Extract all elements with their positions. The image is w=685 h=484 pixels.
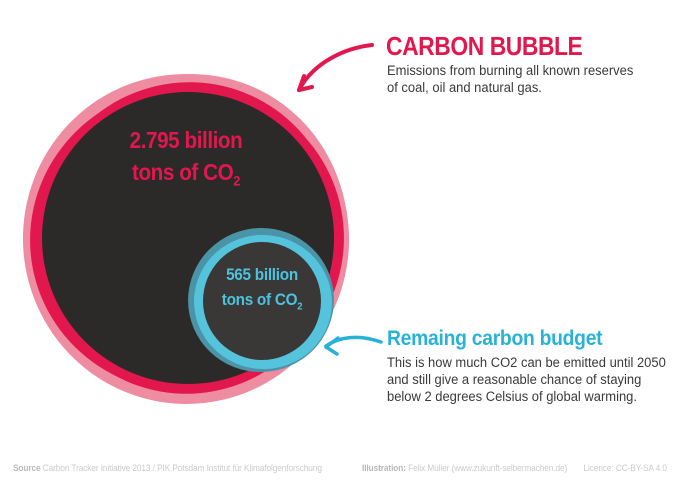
small-bubble-unit: tons of CO2 (181, 287, 343, 312)
small-bubble-unit-text: tons of CO (221, 290, 298, 309)
title-description-line2: of coal, oil and natural gas. (387, 80, 542, 95)
footer-source: Source Carbon Tracker Initiative 2013 / … (13, 463, 322, 473)
small-bubble-value: 565 billion (226, 265, 298, 284)
source-text: Carbon Tracker Initiative 2013 / PIK Pot… (42, 463, 322, 473)
illustration-label: Illustration: (362, 463, 406, 473)
footer-illustration: Illustration: Felix Müller (www.zukunft-… (362, 463, 667, 473)
large-bubble-shape (22, 74, 350, 404)
large-bubble-unit-text: tons of CO (132, 159, 234, 185)
budget-description: This is how much CO2 can be emitted unti… (387, 354, 666, 405)
large-bubble-subscript: 2 (233, 173, 240, 190)
budget-title: Remaing carbon budget (387, 327, 603, 350)
budget-description-line1: This is how much CO2 can be emitted unti… (387, 355, 666, 370)
budget-description-line2: and still give a reasonable chance of st… (387, 372, 642, 387)
large-bubble-label: 2.795 billion tons of CO2 (60, 124, 312, 190)
source-label: Source (13, 463, 41, 473)
title-description: Emissions from burning all known reserve… (387, 62, 633, 96)
title-description-line1: Emissions from burning all known reserve… (387, 63, 634, 78)
large-bubble-unit: tons of CO2 (60, 156, 312, 190)
large-bubble-value: 2.795 billion (129, 127, 243, 153)
licence-text: Licence: CC-BY-SA 4.0 (583, 463, 667, 473)
page-title: CARBON BUBBLE (386, 31, 583, 61)
small-bubble-shape (188, 227, 334, 373)
budget-description-line3: below 2 degrees Celsius of global warmin… (387, 389, 637, 404)
illustration-text: Felix Müller (www.zukunft-selbermachen.d… (408, 463, 568, 473)
small-bubble-label: 565 billion tons of CO2 (181, 262, 343, 312)
red-arrow-icon (297, 43, 374, 92)
cyan-arrow-icon (324, 335, 383, 356)
small-bubble-subscript: 2 (297, 300, 303, 313)
